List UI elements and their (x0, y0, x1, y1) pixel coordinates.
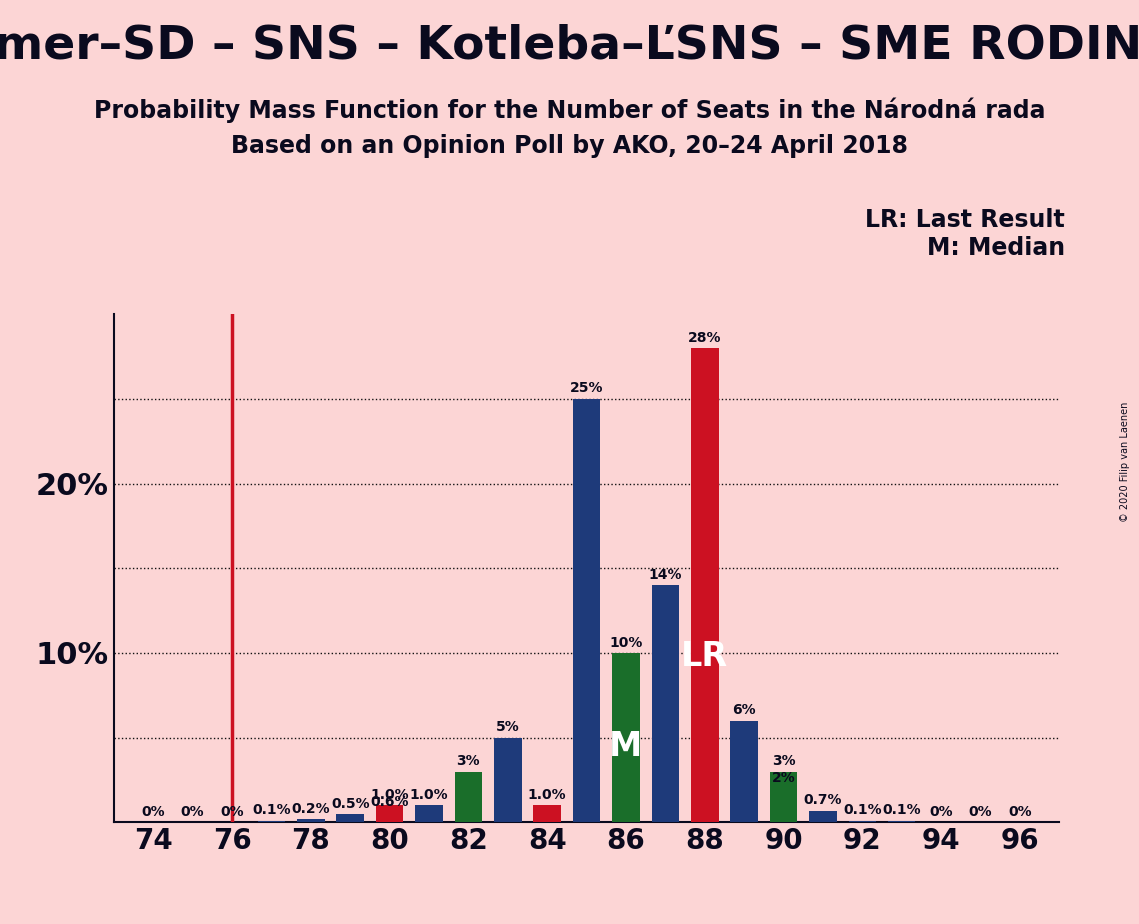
Text: 0.1%: 0.1% (883, 803, 921, 817)
Text: 0.2%: 0.2% (292, 802, 330, 816)
Bar (376, 806, 403, 822)
Bar (652, 585, 679, 822)
Bar (336, 814, 364, 822)
Text: 0%: 0% (968, 805, 992, 819)
Text: 3%: 3% (457, 754, 481, 768)
Text: 25%: 25% (570, 382, 604, 395)
Bar (454, 772, 482, 822)
Text: 3%: 3% (772, 754, 795, 768)
Text: 0.1%: 0.1% (252, 803, 290, 817)
Text: 0%: 0% (929, 805, 953, 819)
Text: 5%: 5% (495, 721, 519, 735)
Bar (730, 721, 757, 822)
Text: 28%: 28% (688, 331, 721, 345)
Text: M: Median: M: Median (927, 236, 1065, 260)
Bar (573, 399, 600, 822)
Text: 0.5%: 0.5% (331, 796, 369, 810)
Text: 10%: 10% (609, 636, 642, 650)
Bar (612, 653, 640, 822)
Text: LR: LR (681, 639, 728, 673)
Text: 0.6%: 0.6% (370, 795, 409, 808)
Bar (888, 821, 916, 822)
Bar (416, 806, 443, 822)
Bar (297, 819, 325, 822)
Text: 0%: 0% (181, 805, 205, 819)
Text: 1.0%: 1.0% (527, 788, 566, 802)
Bar (691, 348, 719, 822)
Text: LR: Last Result: LR: Last Result (866, 208, 1065, 232)
Text: Smer–SD – SNS – Kotleba–ĽSNS – SME RODINA: Smer–SD – SNS – Kotleba–ĽSNS – SME RODIN… (0, 23, 1139, 68)
Bar (533, 806, 562, 822)
Text: 1.0%: 1.0% (410, 788, 449, 802)
Text: Probability Mass Function for the Number of Seats in the Národná rada: Probability Mass Function for the Number… (93, 97, 1046, 123)
Bar (770, 788, 797, 822)
Text: 0.7%: 0.7% (804, 793, 842, 808)
Bar (494, 737, 522, 822)
Bar (849, 821, 876, 822)
Text: 0.1%: 0.1% (843, 803, 882, 817)
Text: 1.0%: 1.0% (370, 788, 409, 802)
Bar (376, 812, 403, 822)
Text: 0%: 0% (141, 805, 165, 819)
Text: 14%: 14% (648, 568, 682, 582)
Text: M: M (609, 730, 642, 762)
Text: Based on an Opinion Poll by AKO, 20–24 April 2018: Based on an Opinion Poll by AKO, 20–24 A… (231, 134, 908, 158)
Text: 2%: 2% (771, 772, 795, 785)
Bar (770, 772, 797, 822)
Text: 0%: 0% (220, 805, 244, 819)
Text: 0%: 0% (1008, 805, 1032, 819)
Text: 6%: 6% (732, 703, 756, 717)
Bar (809, 810, 837, 822)
Text: © 2020 Filip van Laenen: © 2020 Filip van Laenen (1121, 402, 1130, 522)
Bar (257, 821, 285, 822)
